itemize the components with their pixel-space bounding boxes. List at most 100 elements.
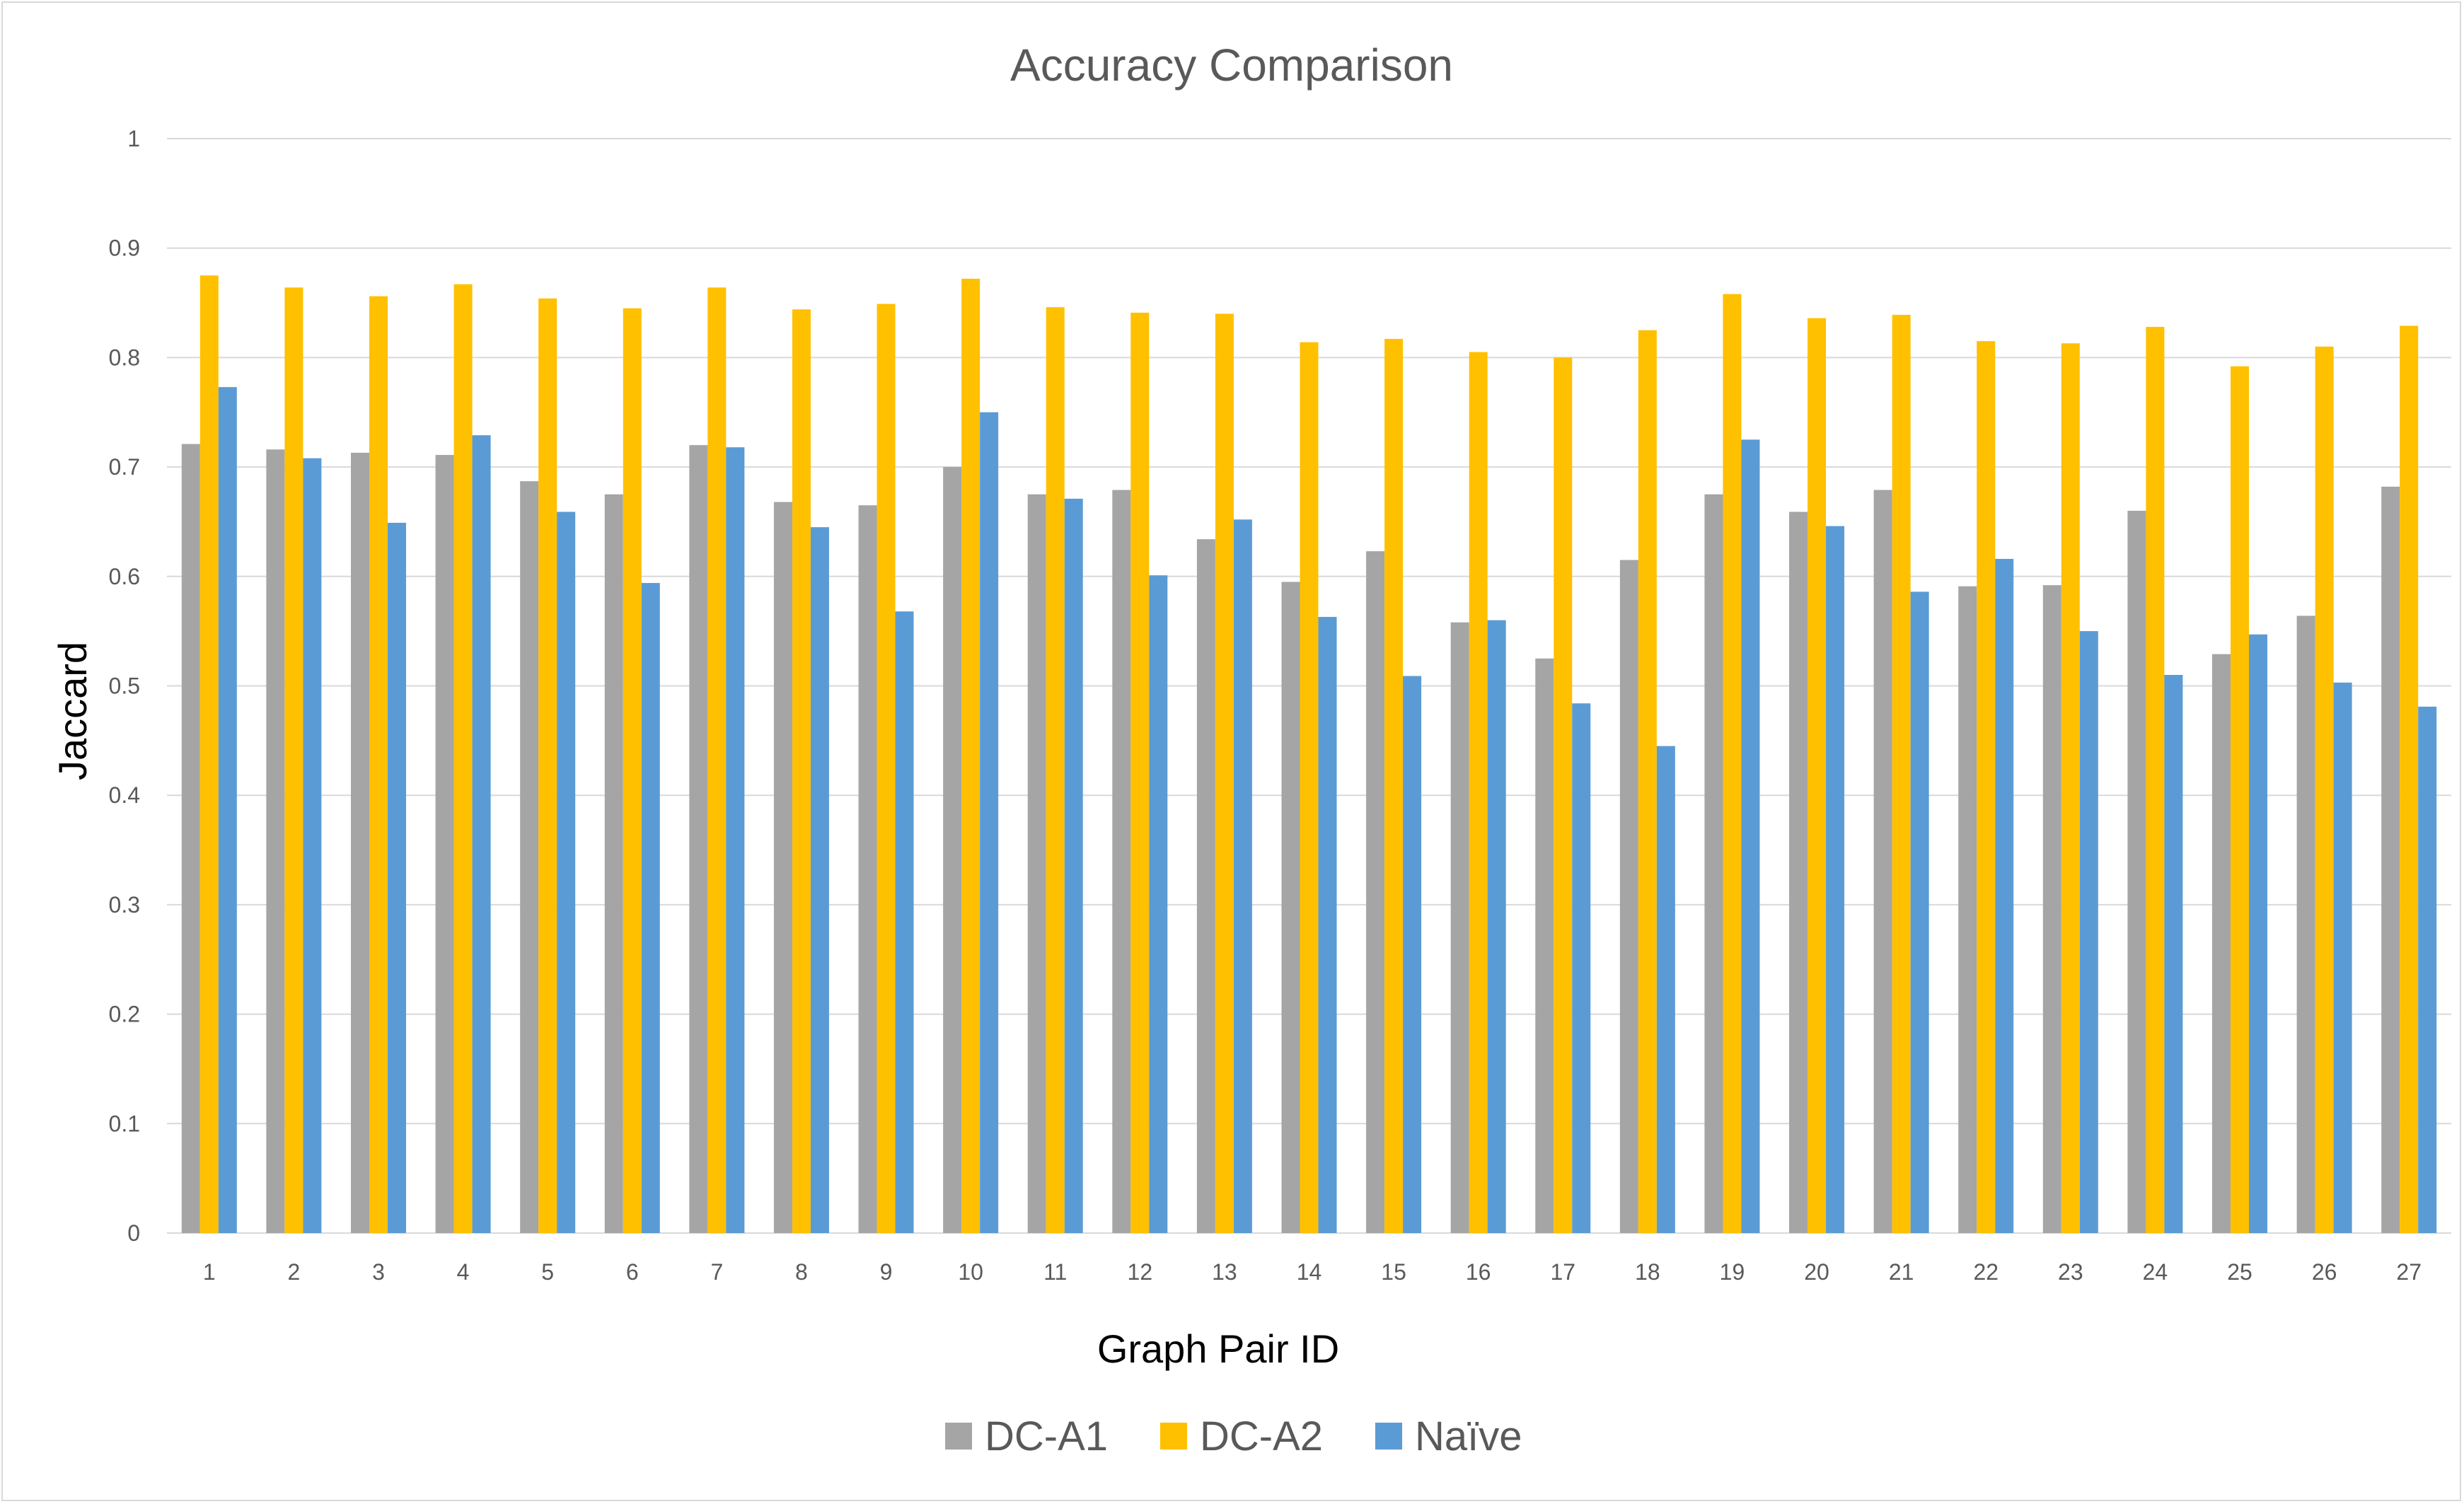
bar-dc-a1-1 <box>181 444 200 1233</box>
bar-dc-a2-8 <box>792 309 811 1233</box>
bar-dc-a2-23 <box>2061 343 2080 1233</box>
bar-dc-a2-12 <box>1130 312 1150 1233</box>
bar-dc-a1-5 <box>520 481 539 1234</box>
bar-dc-a1-8 <box>773 502 792 1233</box>
bar-dc-a2-1 <box>199 275 219 1233</box>
chart-title: Accuracy Comparison <box>1010 40 1453 91</box>
bar-dc-a1-7 <box>689 445 708 1234</box>
y-tick-label: 0.4 <box>109 782 140 808</box>
x-tick-label: 27 <box>2396 1259 2422 1285</box>
bar-dc-a1-18 <box>1619 560 1638 1233</box>
x-tick-label: 18 <box>1635 1259 1660 1285</box>
bar-dc-a1-3 <box>350 452 369 1233</box>
bar-dc-a1-14 <box>1281 582 1300 1233</box>
bar-dc-a2-3 <box>369 296 388 1233</box>
x-tick-label: 13 <box>1212 1259 1237 1285</box>
legend: DC-A1 DC-A2 Naïve <box>945 1413 1522 1459</box>
bar-dc-a2-18 <box>1638 330 1657 1234</box>
bar-dc-a2-24 <box>2146 327 2165 1234</box>
bar-na-ve-10 <box>980 412 999 1233</box>
bar-na-ve-15 <box>1403 676 1422 1233</box>
bar-na-ve-5 <box>557 511 576 1233</box>
bar-dc-a2-11 <box>1046 307 1065 1233</box>
bar-na-ve-8 <box>810 527 829 1233</box>
y-tick-label: 0.8 <box>109 345 140 370</box>
bar-dc-a2-27 <box>2400 325 2419 1233</box>
y-axis-ticks: 0 0.1 0.2 0.3 0.4 0.5 0.6 0.7 0.8 0.9 1 <box>109 126 140 1246</box>
x-tick-label: 3 <box>372 1259 385 1285</box>
bar-dc-a1-22 <box>1958 586 1977 1233</box>
bar-dc-a2-9 <box>877 303 896 1234</box>
x-tick-label: 6 <box>626 1259 639 1285</box>
x-axis-title: Graph Pair ID <box>1097 1326 1339 1371</box>
x-tick-label: 25 <box>2227 1259 2252 1285</box>
y-tick-label: 0.1 <box>109 1111 140 1136</box>
x-tick-label: 8 <box>795 1259 808 1285</box>
bar-dc-a2-6 <box>623 308 642 1233</box>
legend-label: DC-A1 <box>985 1413 1108 1459</box>
x-tick-label: 7 <box>710 1259 723 1285</box>
bar-dc-a2-5 <box>538 298 557 1233</box>
bar-dc-a2-15 <box>1384 339 1404 1233</box>
x-tick-label: 17 <box>1550 1259 1575 1285</box>
bar-dc-a1-25 <box>2212 654 2231 1233</box>
bar-na-ve-4 <box>472 435 491 1233</box>
bar-dc-a1-13 <box>1196 539 1215 1233</box>
bar-dc-a1-19 <box>1704 494 1723 1233</box>
bar-dc-a2-10 <box>961 279 981 1233</box>
bar-na-ve-25 <box>2249 634 2268 1233</box>
bar-dc-a2-14 <box>1300 342 1319 1234</box>
x-tick-label: 24 <box>2143 1259 2168 1285</box>
bar-na-ve-13 <box>1233 519 1252 1233</box>
bar-dc-a1-16 <box>1450 622 1469 1233</box>
y-axis-title: Jaccard <box>50 642 95 780</box>
bar-dc-a1-27 <box>2381 486 2400 1233</box>
bar-na-ve-20 <box>1826 526 1845 1233</box>
x-tick-label: 2 <box>287 1259 300 1285</box>
bar-na-ve-24 <box>2164 675 2183 1233</box>
bar-na-ve-18 <box>1656 746 1675 1233</box>
bar-dc-a1-20 <box>1789 511 1808 1233</box>
y-tick-label: 0.2 <box>109 1002 140 1027</box>
x-tick-label: 23 <box>2058 1259 2083 1285</box>
x-tick-label: 15 <box>1381 1259 1406 1285</box>
bar-dc-a1-4 <box>435 455 454 1233</box>
bar-dc-a1-12 <box>1112 490 1131 1234</box>
x-tick-label: 16 <box>1466 1259 1491 1285</box>
x-tick-label: 1 <box>203 1259 216 1285</box>
y-tick-label: 0.3 <box>109 892 140 918</box>
bar-na-ve-22 <box>1995 559 2014 1233</box>
bar-na-ve-2 <box>303 458 322 1233</box>
bar-na-ve-7 <box>726 447 745 1233</box>
x-tick-label: 26 <box>2312 1259 2337 1285</box>
bar-na-ve-26 <box>2333 682 2352 1233</box>
bar-na-ve-6 <box>641 583 660 1233</box>
bar-dc-a2-20 <box>1807 318 1827 1233</box>
y-tick-label: 0.9 <box>109 236 140 261</box>
x-tick-label: 21 <box>1889 1259 1914 1285</box>
bar-dc-a1-23 <box>2042 585 2061 1233</box>
bar-na-ve-9 <box>895 611 914 1233</box>
x-tick-label: 11 <box>1043 1259 1067 1285</box>
legend-swatch-dc-a2 <box>1160 1423 1187 1450</box>
bar-dc-a2-17 <box>1554 357 1573 1233</box>
x-axis-ticks: 1 2 3 4 5 6 7 8 9 10 11 12 13 14 15 16 17 18 19 20 21 22 23 24 2… <box>203 1259 2422 1285</box>
bar-dc-a2-26 <box>2315 346 2334 1234</box>
bar-dc-a2-13 <box>1215 313 1234 1233</box>
bar-dc-a2-25 <box>2231 366 2250 1233</box>
bar-dc-a2-16 <box>1469 352 1488 1233</box>
bar-na-ve-3 <box>387 522 406 1233</box>
bar-na-ve-11 <box>1064 498 1083 1233</box>
bar-dc-a1-6 <box>604 494 623 1233</box>
y-tick-label: 1 <box>127 126 140 151</box>
x-tick-label: 5 <box>541 1259 554 1285</box>
bar-dc-a1-15 <box>1366 551 1385 1233</box>
x-tick-label: 14 <box>1297 1259 1322 1285</box>
y-tick-label: 0.5 <box>109 673 140 699</box>
bars <box>181 275 2437 1234</box>
bar-dc-a1-21 <box>1873 490 1892 1234</box>
legend-label: DC-A2 <box>1200 1413 1323 1459</box>
bar-na-ve-21 <box>1910 591 1929 1233</box>
